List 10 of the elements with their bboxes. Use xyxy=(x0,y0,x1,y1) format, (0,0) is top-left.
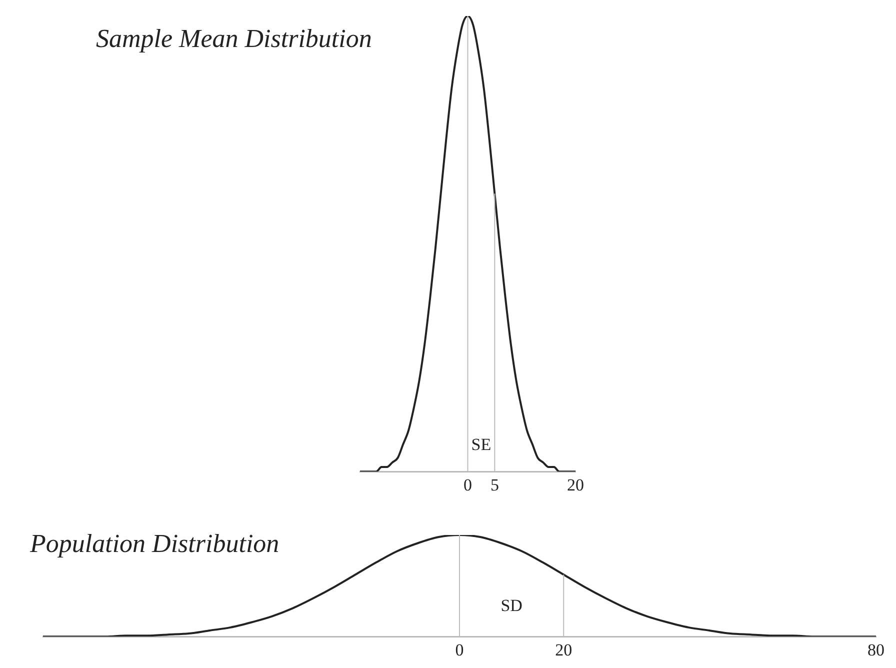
x-tick-label: 5 xyxy=(490,475,499,494)
x-tick-label: 0 xyxy=(464,475,472,494)
x-tick-label: 20 xyxy=(567,475,584,494)
annotation: SE xyxy=(471,435,492,454)
x-tick-label: 20 xyxy=(555,640,572,660)
chart-title: Sample Mean Distribution xyxy=(96,24,372,54)
chart-title: Population Distribution xyxy=(30,529,280,559)
x-tick-label: 80 xyxy=(868,640,884,660)
x-tick-label: 0 xyxy=(455,640,464,660)
annotation: SD xyxy=(500,596,522,616)
